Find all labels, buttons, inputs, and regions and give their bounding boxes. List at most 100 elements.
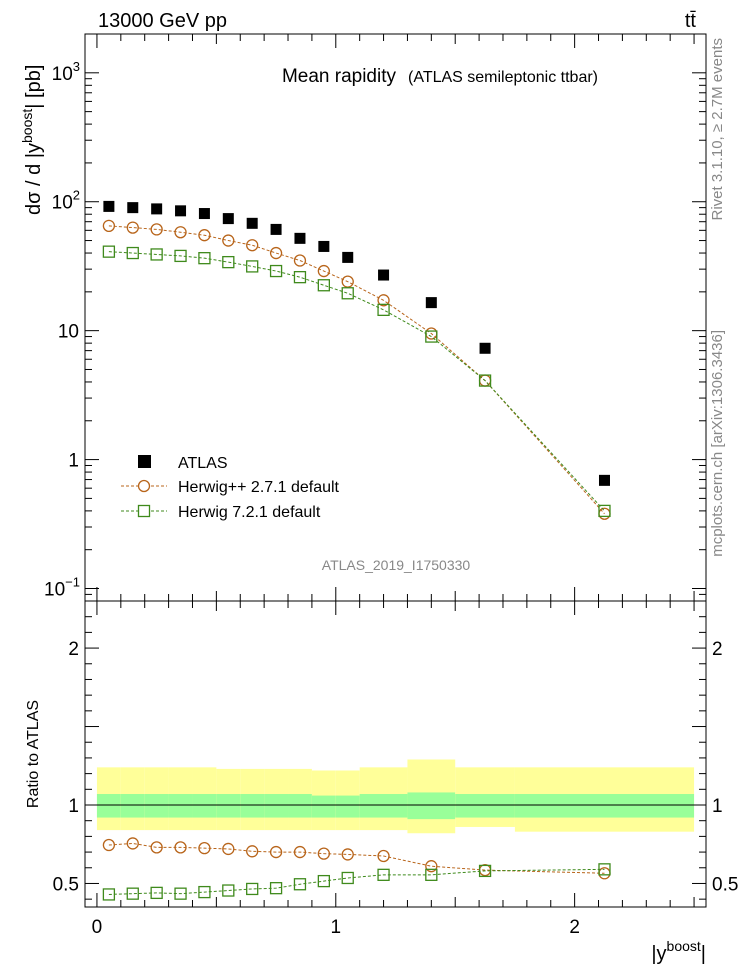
ratio-axis-ticks: 0.5 0.5 1 1 2 2 0 1 2	[53, 601, 738, 938]
herwig7-data-point	[341, 287, 354, 300]
herwigpp-ratio-point	[174, 841, 187, 854]
herwig7-ratio-point	[246, 882, 259, 896]
herwig7-data-point	[198, 252, 211, 265]
herwig7-data-point	[174, 249, 187, 263]
herwig7-ratio-point	[293, 878, 307, 891]
herwigpp-data-point	[126, 221, 139, 234]
ratio-band-inner	[216, 794, 241, 818]
ratio-band-inner	[335, 795, 360, 818]
main-y-label-sup: boost	[19, 109, 35, 143]
herwigpp-data-point	[377, 294, 390, 307]
main-y-tick-mantissa: 10	[52, 64, 73, 85]
main-series-layer	[102, 200, 611, 520]
ratio-y-tick-label-right: 1	[712, 796, 723, 817]
atlas-data-point	[270, 223, 282, 235]
herwigpp-data-point	[293, 254, 307, 267]
main-y-tick-mantissa: 10	[58, 322, 79, 343]
x-label-sup: boost	[667, 938, 701, 954]
herwig7-ratio-point	[102, 888, 116, 901]
atlas-data-point	[342, 251, 354, 263]
herwigpp-ratio-point	[341, 848, 354, 861]
legend-herwig7-label: Herwig 7.2.1 default	[178, 504, 321, 521]
herwig7-data-point	[102, 245, 116, 258]
main-y-tick-label: 1	[68, 451, 79, 472]
x-axis-label: |yboost|	[651, 938, 706, 965]
atlas-data-point	[246, 217, 258, 229]
herwigpp-data-point	[425, 327, 438, 340]
ratio-series-line-1	[108, 868, 605, 895]
ratio-band-inner	[144, 794, 169, 818]
herwig7-ratio-point	[174, 887, 187, 900]
x-label-base: |y	[651, 943, 666, 965]
herwig7-data-point	[478, 374, 492, 387]
ratio-band-inner	[514, 794, 695, 818]
herwigpp-ratio-point	[425, 860, 438, 873]
ratio-y-tick-label-right: 0.5	[712, 874, 738, 895]
ratio-plot-frame	[84, 600, 707, 908]
ratio-y-axis-label: Ratio to ATLAS	[25, 700, 42, 808]
rivet-version-label: Rivet 3.1.10, ≥ 2.7M events	[709, 38, 726, 221]
herwigpp-data-point	[246, 239, 259, 252]
herwig7-ratio-point	[269, 882, 283, 895]
main-series-line-1	[108, 225, 605, 515]
herwigpp-ratio-point	[126, 837, 139, 850]
analysis-watermark: ATLAS_2019_I1750330	[322, 557, 471, 573]
herwig7-data-point	[269, 264, 283, 278]
ratio-y-tick-label-left: 0.5	[53, 874, 79, 895]
herwigpp-data-point	[174, 226, 187, 239]
legend: ATLAS Herwig++ 2.7.1 default Herwig 7.2.…	[121, 455, 340, 521]
herwig7-ratio-point	[598, 863, 611, 876]
atlas-data-point	[103, 200, 115, 212]
atlas-data-point	[127, 202, 139, 214]
legend-herwigpp-marker	[137, 479, 151, 493]
atlas-data-point	[222, 213, 234, 225]
legend-herwigpp-label: Herwig++ 2.7.1 default	[178, 479, 340, 496]
atlas-data-point	[378, 269, 390, 281]
herwig7-ratio-point	[126, 887, 139, 900]
ratio-y-tick-label-left: 1	[68, 796, 79, 817]
x-tick-label: 1	[330, 917, 341, 938]
main-y-tick-label: 102	[52, 188, 80, 214]
herwig7-data-point	[317, 279, 330, 292]
herwig7-data-point	[598, 504, 611, 518]
herwig7-ratio-point	[222, 884, 235, 897]
legend-atlas-marker	[138, 455, 151, 468]
herwig7-ratio-point	[377, 868, 390, 881]
ratio-band-inner	[311, 795, 336, 818]
herwig7-ratio-point	[317, 874, 330, 888]
herwig7-data-point	[126, 246, 139, 260]
herwig7-ratio-point	[150, 886, 163, 900]
ratio-band-inner	[359, 794, 408, 818]
herwig7-ratio-point	[198, 885, 211, 899]
atlas-data-point	[175, 205, 187, 217]
main-series-line-2	[108, 251, 605, 512]
x-tick-label: 0	[92, 917, 103, 938]
herwig7-data-point	[293, 271, 307, 284]
atlas-data-point	[151, 203, 163, 215]
ratio-series-layer	[102, 837, 611, 901]
ratio-y-tick-label-left: 2	[68, 639, 79, 660]
plot-subtitle: (ATLAS semileptonic ttbar)	[408, 69, 598, 86]
main-y-tick-label: 10	[58, 322, 79, 343]
ratio-y-tick-label-right: 2	[712, 639, 723, 660]
process-label: tt̄	[685, 10, 697, 32]
ratio-band-inner	[96, 794, 121, 818]
legend-atlas-label: ATLAS	[178, 455, 228, 472]
herwigpp-ratio-point	[150, 841, 163, 854]
herwigpp-ratio-point	[293, 845, 307, 859]
herwig7-data-point	[425, 330, 438, 343]
x-label-end: |	[701, 943, 706, 965]
main-y-tick-mantissa: 10	[44, 580, 65, 601]
main-y-tick-label: 10−1	[44, 575, 80, 601]
ratio-series-line-0	[108, 842, 605, 874]
herwigpp-ratio-point	[269, 845, 283, 859]
herwigpp-ratio-point	[246, 845, 259, 858]
atlas-data-point	[598, 474, 610, 486]
main-y-tick-exponent: −1	[65, 575, 80, 590]
ratio-band-inner	[455, 794, 515, 818]
herwig7-ratio-point	[425, 868, 438, 881]
main-y-tick-mantissa: 10	[52, 193, 73, 214]
